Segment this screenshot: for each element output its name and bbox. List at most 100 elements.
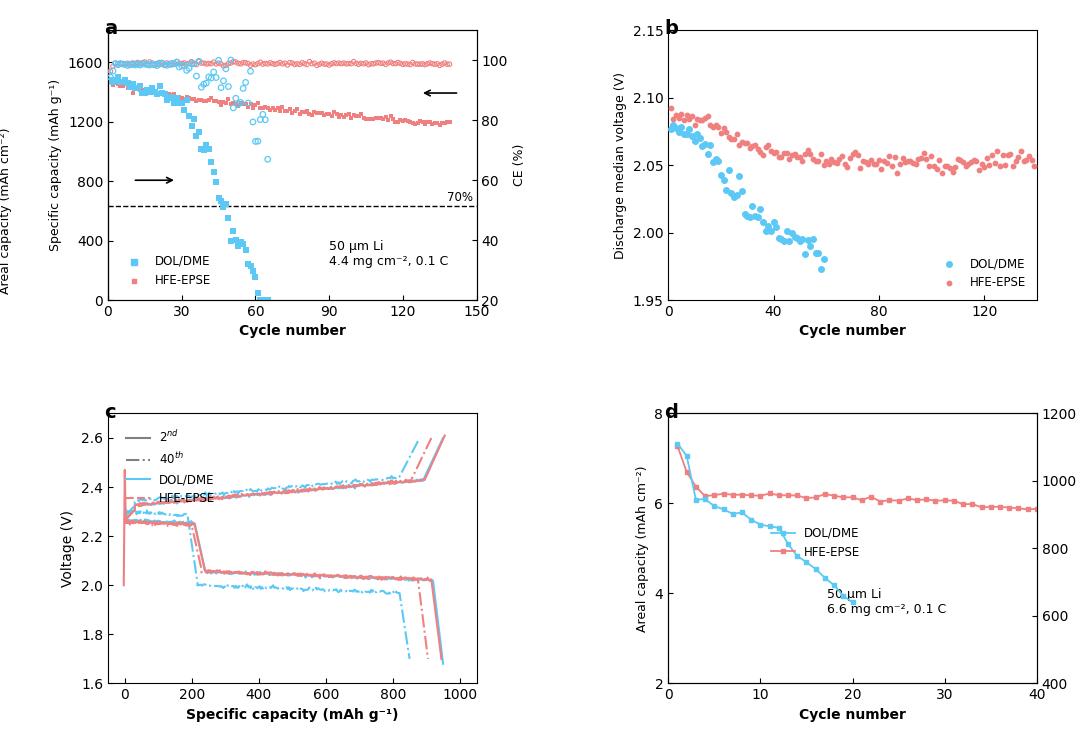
Point [384,57,402,69]
Point [754,149,771,161]
Point [715,122,732,134]
Point [119,57,136,69]
Point [988,145,1005,157]
Point [820,158,837,170]
Point [227,98,244,110]
Point [111,57,129,69]
Point [227,234,244,246]
Point [303,58,321,70]
Point [237,77,254,89]
Point [107,57,124,69]
Point [355,58,373,70]
Point [335,57,352,69]
Point [438,59,456,71]
Point [409,116,427,128]
Point [1026,160,1043,172]
Point [190,126,207,138]
Point [854,155,872,167]
Point [159,89,176,101]
Point [999,149,1016,161]
Point [944,166,961,178]
Point [286,104,303,116]
Point [975,161,993,173]
Point [313,57,330,69]
Point [414,116,431,128]
Point [773,151,791,163]
Point [121,59,138,71]
Point [770,232,787,244]
Point [105,60,122,72]
Text: 50 μm Li
4.4 mg cm⁻², 0.1 C: 50 μm Li 4.4 mg cm⁻², 0.1 C [329,240,448,267]
Point [281,103,298,115]
Point [662,102,679,114]
Point [311,59,328,71]
Point [812,263,829,275]
Text: Areal capacity (mAh cm⁻²): Areal capacity (mAh cm⁻²) [0,127,12,294]
Point [928,163,945,175]
Point [352,108,369,120]
Point [178,94,195,106]
Point [680,123,698,135]
Point [114,80,132,92]
Point [338,109,355,121]
Point [149,89,166,101]
Point [416,118,433,130]
Point [146,59,163,71]
Point [330,111,348,123]
Point [117,59,134,71]
Point [675,128,692,140]
Point [151,80,168,92]
Point [731,170,748,182]
Point [232,96,249,108]
Point [210,54,227,66]
Point [394,116,411,128]
Point [222,235,240,247]
Point [190,56,207,68]
Point [257,113,274,125]
Text: c: c [105,403,116,421]
Point [904,158,921,170]
Point [834,150,851,162]
Point [173,97,190,109]
Point [778,225,795,237]
X-axis label: Specific capacity (mAh g⁻¹): Specific capacity (mAh g⁻¹) [186,708,399,722]
Point [141,59,159,71]
Point [144,59,161,71]
Point [126,58,144,70]
Point [423,118,441,130]
Point [321,59,338,71]
Point [678,110,696,122]
Point [350,59,367,71]
Point [689,113,706,125]
Point [102,74,119,86]
Point [741,211,758,223]
Point [230,100,247,112]
Point [810,247,827,259]
Point [114,77,132,89]
Point [171,61,188,73]
Point [269,58,286,70]
Point [271,56,288,68]
Point [350,110,367,122]
Point [335,111,352,123]
Point [261,57,279,69]
Point [207,95,225,107]
Point [323,110,340,122]
Point [693,140,711,152]
Point [741,142,758,154]
Point [907,158,924,170]
Point [365,113,382,125]
Point [259,153,276,165]
Point [775,147,793,159]
Point [219,80,237,92]
Point [894,152,912,164]
Point [828,157,846,169]
Point [153,56,171,68]
Point [186,59,203,71]
Point [225,102,242,114]
Point [984,149,1001,161]
Point [109,78,126,90]
Point [159,57,176,69]
Point [392,114,409,126]
Point [744,140,761,152]
